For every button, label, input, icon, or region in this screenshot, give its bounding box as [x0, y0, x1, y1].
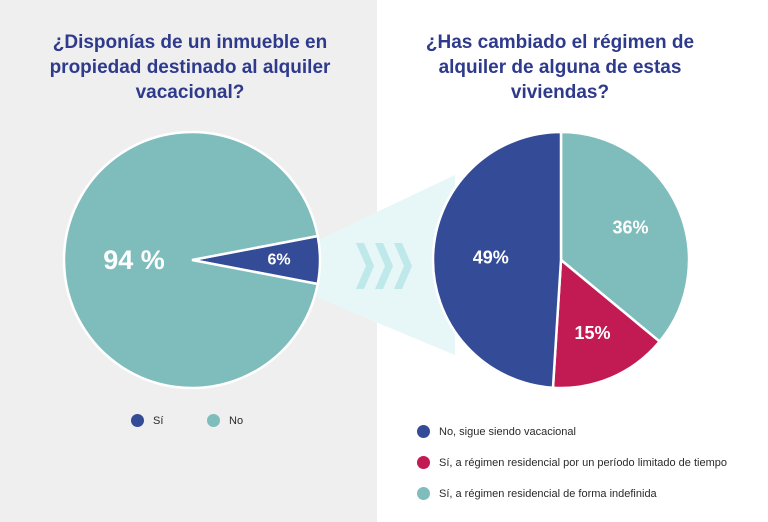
right-pie-data-label-1: 49% [473, 248, 509, 268]
left-legend-item-2: No [207, 414, 243, 427]
left-pie-chart: 6% 94 % [62, 130, 322, 390]
chevron-arrows [356, 243, 412, 289]
right-chart-title: ¿Has cambiado el régimen de alquiler de … [425, 32, 695, 103]
left-pie-slice-2 [62, 130, 320, 390]
left-legend-item-1-swatch [131, 414, 144, 427]
chevron-arrow-icon-3 [394, 243, 412, 289]
left-chart-title: ¿Disponías de un inmueble en propiedad d… [49, 32, 331, 103]
right-pie-data-label-2: 15% [575, 323, 611, 343]
right-legend-item-2-label: Sí, a régimen residencial por un período… [439, 456, 727, 469]
right-legend-item-1-label: No, sigue siendo vacacional [439, 425, 576, 438]
right-pie-chart: 36% 15% 49% [431, 130, 691, 390]
left-pie-data-label-1: 6% [267, 252, 290, 269]
right-legend-item-3-label: Sí, a régimen residencial de forma indef… [439, 487, 657, 500]
left-legend-item-1: Sí [131, 414, 163, 427]
right-legend-item-2-swatch [417, 456, 430, 469]
right-legend-item-3-swatch [417, 487, 430, 500]
chevron-arrow-icon-1 [356, 243, 374, 289]
right-pie-data-label-3: 36% [612, 217, 648, 237]
right-legend-item-1-swatch [417, 425, 430, 438]
left-legend-item-2-swatch [207, 414, 220, 427]
right-pie-slice-3 [559, 130, 691, 344]
chevron-arrow-icon-2 [375, 243, 393, 289]
right-legend-item-2: Sí, a régimen residencial por un período… [417, 456, 727, 469]
right-pie-slice-1 [431, 130, 563, 390]
right-pie-slice-2 [551, 257, 662, 390]
right-legend-item-3: Sí, a régimen residencial de forma indef… [417, 487, 657, 500]
left-pie-data-label-2: 94 % [103, 245, 165, 275]
right-legend-item-1: No, sigue siendo vacacional [417, 425, 576, 438]
left-legend-item-1-label: Sí [153, 414, 164, 427]
left-legend-item-2-label: No [229, 414, 244, 427]
